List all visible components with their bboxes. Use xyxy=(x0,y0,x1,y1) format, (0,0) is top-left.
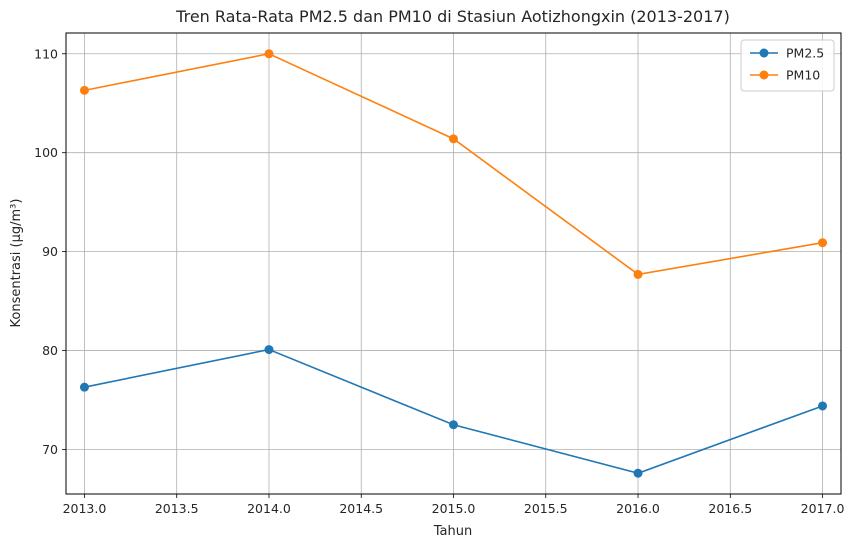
x-tick-label: 2013.5 xyxy=(155,501,199,516)
y-tick-label: 80 xyxy=(42,343,58,358)
data-point-pm10 xyxy=(264,49,274,59)
data-point-pm25 xyxy=(449,420,458,430)
data-point-pm25 xyxy=(633,468,643,478)
x-tick-label: 2016.5 xyxy=(708,501,752,516)
data-point-pm10 xyxy=(818,238,828,248)
data-point-pm25 xyxy=(264,345,274,355)
y-tick-label: 90 xyxy=(42,244,58,259)
legend-marker-pm10 xyxy=(759,70,769,80)
legend-label-pm10: PM10 xyxy=(786,68,820,83)
y-tick-label: 110 xyxy=(34,46,58,61)
x-tick-label: 2016.0 xyxy=(616,501,660,516)
x-axis: 2013.0 2013.5 2014.0 2014.5 2015.0 2015.5 2016… xyxy=(63,494,845,516)
x-tick-label: 2014.5 xyxy=(339,501,383,516)
chart-title: Tren Rata-Rata PM2.5 dan PM10 di Stasiun… xyxy=(175,7,730,26)
y-tick-label: 70 xyxy=(42,442,58,457)
x-tick-label: 2015.5 xyxy=(524,501,568,516)
series-group xyxy=(79,49,828,478)
y-axis-label: Konsentrasi (µg/m³) xyxy=(9,199,24,328)
x-tick-label: 2013.0 xyxy=(63,501,107,516)
y-axis: 70 80 90 100 110 xyxy=(34,46,66,457)
data-point-pm25 xyxy=(79,382,89,392)
legend-marker-pm25 xyxy=(759,48,769,58)
x-tick-label: 2014.0 xyxy=(247,501,291,516)
legend: PM2.5 PM10 xyxy=(740,39,835,92)
legend-label-pm25: PM2.5 xyxy=(786,46,824,61)
data-point-pm25 xyxy=(818,401,828,411)
x-tick-label: 2017.0 xyxy=(801,501,845,516)
data-point-pm10 xyxy=(79,85,89,95)
data-point-pm10 xyxy=(449,134,458,144)
x-axis-label: Tahun xyxy=(433,524,472,539)
x-tick-label: 2015.0 xyxy=(432,501,476,516)
y-tick-label: 100 xyxy=(34,145,58,160)
grid xyxy=(66,33,841,494)
data-point-pm10 xyxy=(633,269,643,279)
